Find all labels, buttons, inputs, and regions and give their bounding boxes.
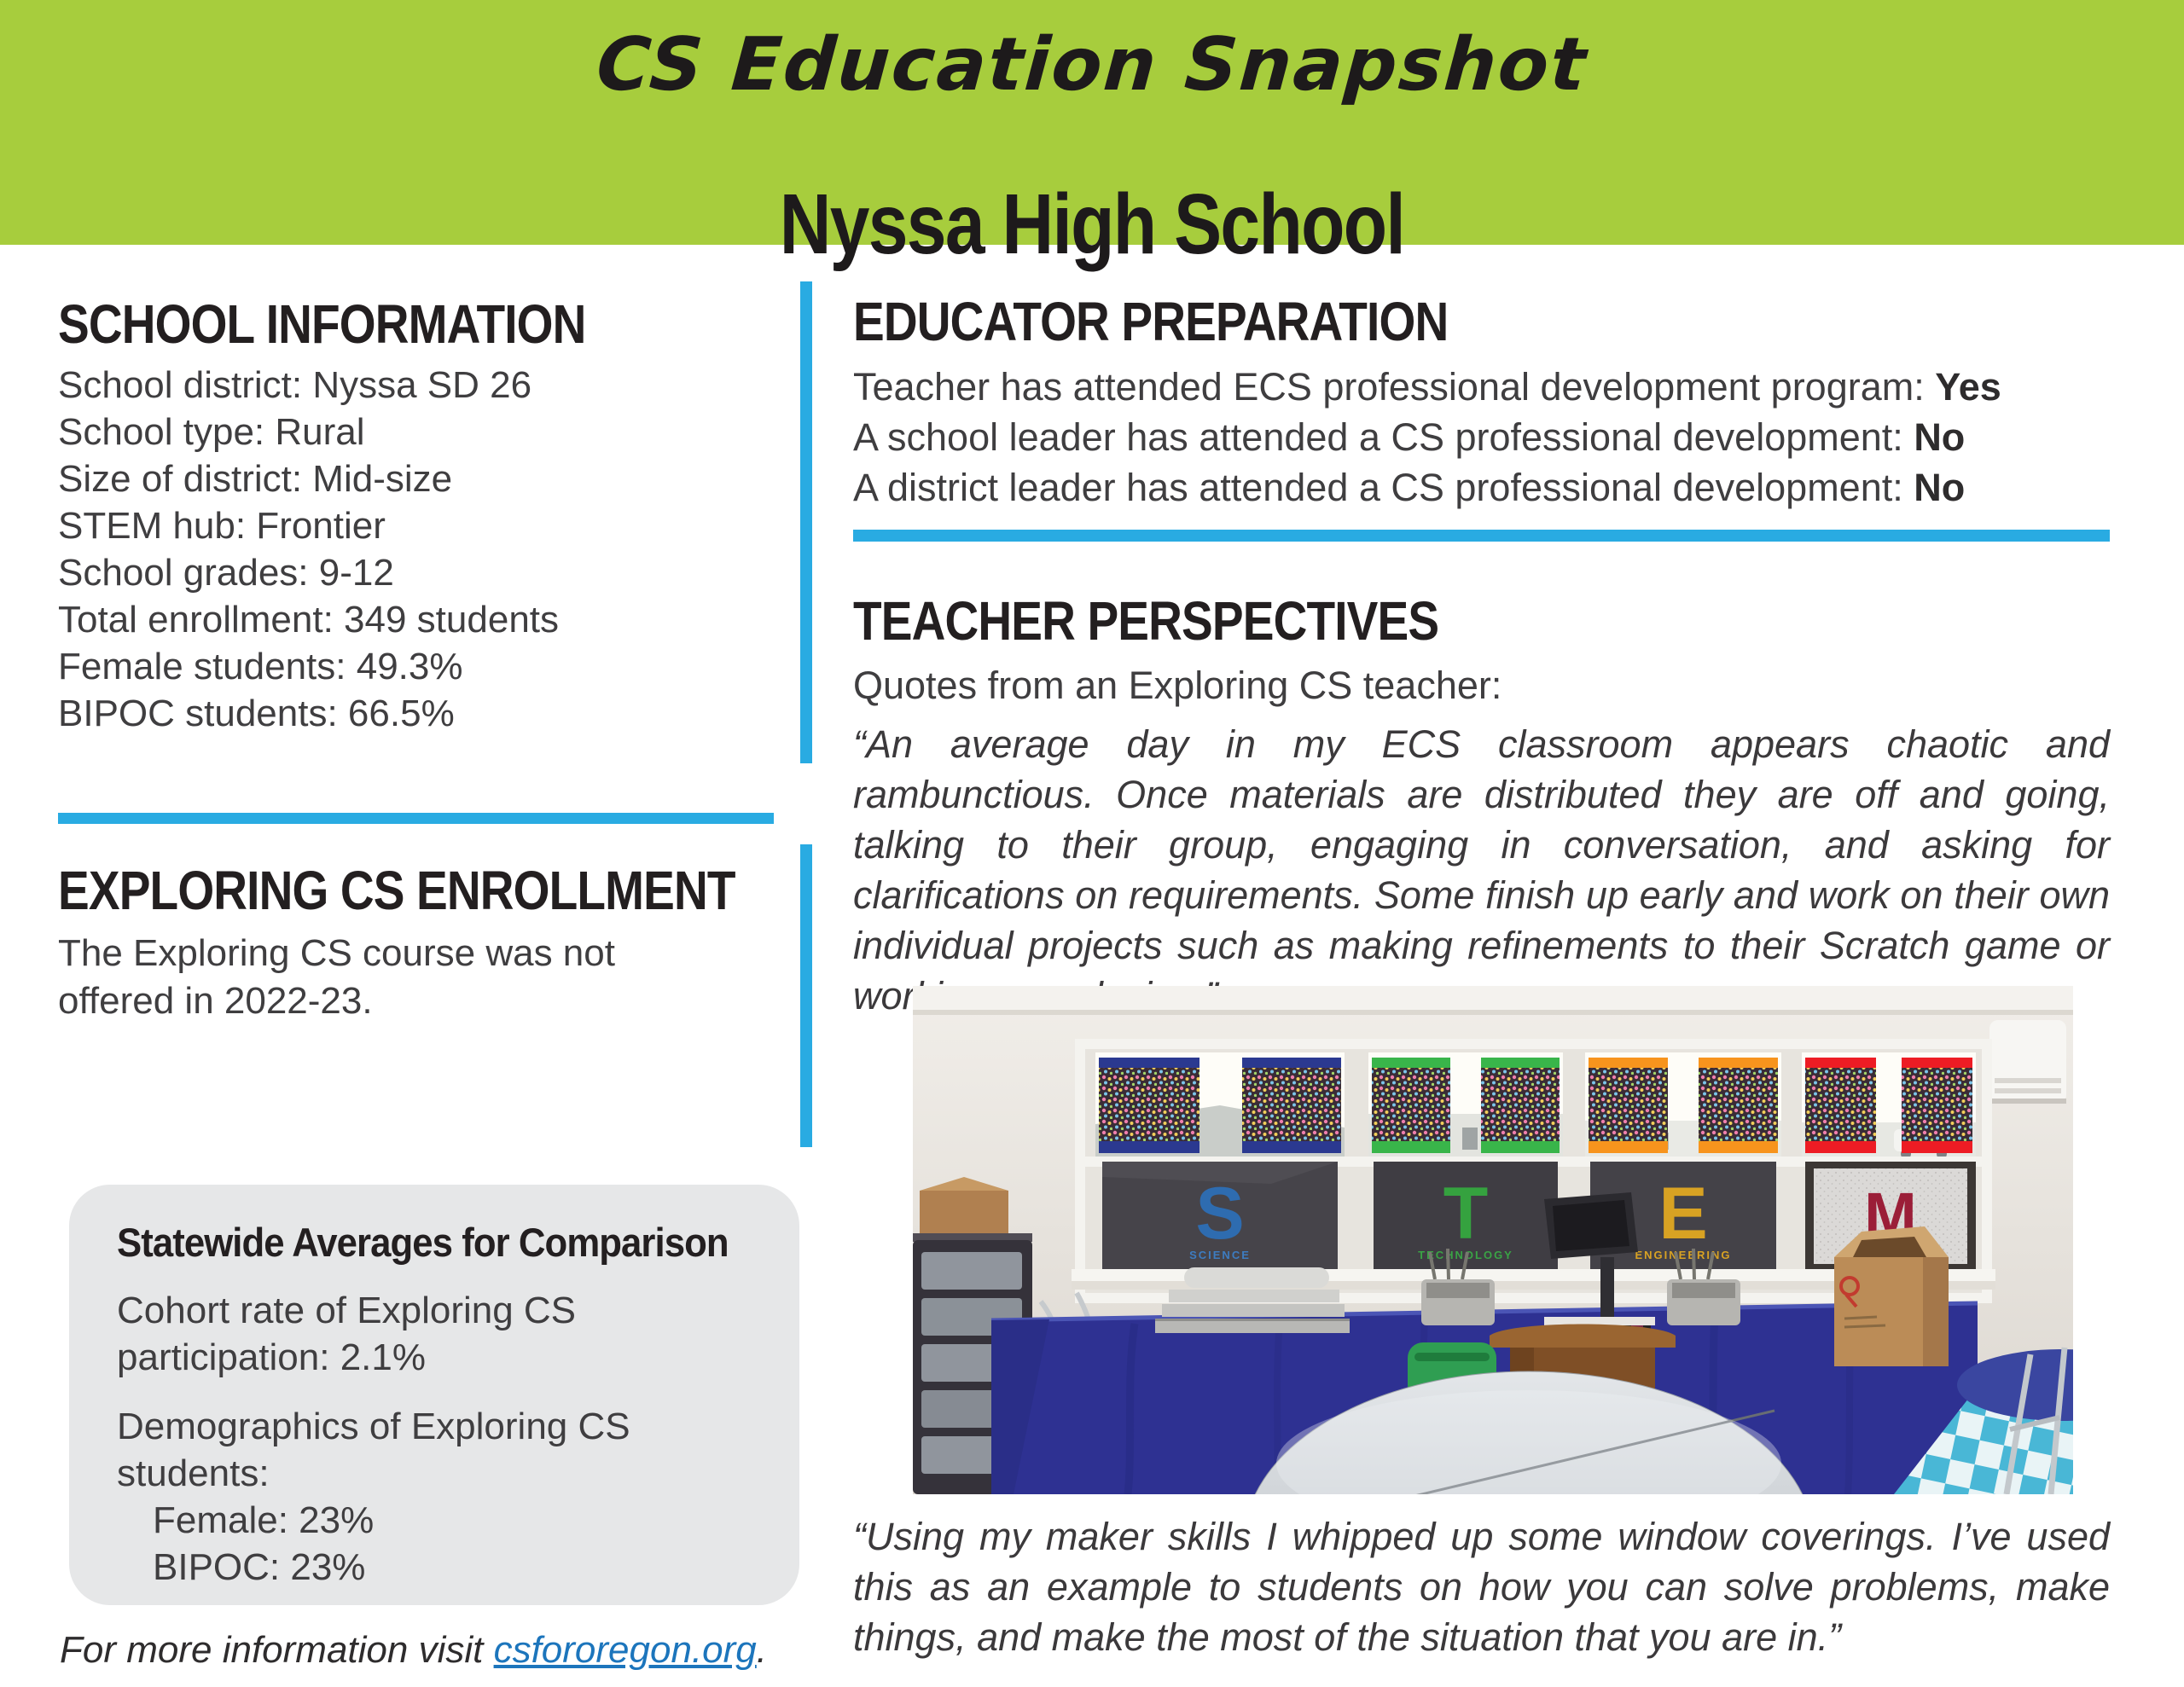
header-band: [0, 0, 2184, 245]
answer-yes: Yes: [1935, 365, 2001, 409]
demographics-line: Demographics of Exploring CS students:: [117, 1405, 630, 1494]
answer-no: No: [1914, 415, 1966, 459]
footer-link[interactable]: csfororegon.org: [493, 1629, 757, 1671]
left-section-divider: [58, 813, 774, 824]
teacher-perspectives-intro: Quotes from an Exploring CS teacher:: [853, 664, 1502, 707]
header-eyebrow: CS Education Snapshot: [594, 22, 1590, 107]
info-line: Female students: 49.3%: [58, 646, 463, 687]
educator-line: A school leader has attended a CS profes…: [853, 415, 1966, 459]
page-title: Nyssa High School: [779, 177, 1406, 272]
right-accent-bar-top: [800, 281, 812, 763]
demographic-item-female: Female: 23%: [153, 1499, 375, 1541]
stem-caption-engineering: ENGINEERING: [1635, 1249, 1731, 1261]
teacher-perspectives-heading: TEACHER PERSPECTIVES: [853, 590, 1439, 652]
exploring-cs-enrollment-heading: EXPLORING CS ENROLLMENT: [58, 860, 735, 921]
teacher-quote-1: “An average day in my ECS classroom appe…: [853, 722, 2110, 1017]
statewide-box-heading: Statewide Averages for Comparison: [117, 1220, 729, 1265]
cardboard-box: [1834, 1226, 1949, 1366]
info-line: School grades: 9-12: [58, 552, 394, 594]
stem-caption-technology: TECHNOLOGY: [1418, 1249, 1513, 1261]
school-information-heading: SCHOOL INFORMATION: [58, 293, 586, 355]
round-table: [1254, 1371, 1804, 1494]
info-line: Total enrollment: 349 students: [58, 599, 560, 641]
demographic-item-bipoc: BIPOC: 23%: [153, 1545, 366, 1588]
educator-preparation-list: Teacher has attended ECS professional de…: [853, 362, 2133, 513]
educator-preparation-heading: EDUCATOR PREPARATION: [853, 291, 1449, 352]
ac-unit: [1989, 1020, 2066, 1104]
stem-panels: S SCIENCE T TECHNOLOGY E ENGINEERING M M…: [1102, 1162, 1976, 1271]
statewide-averages-box: Statewide Averages for Comparison Cohort…: [69, 1185, 799, 1605]
floor-and-right-table: [1894, 1347, 2073, 1494]
educator-line: Teacher has attended ECS professional de…: [853, 365, 2001, 409]
window-curtains: [1099, 1058, 1972, 1153]
stem-caption-science: SCIENCE: [1189, 1249, 1251, 1261]
right-section-divider: [853, 530, 2110, 542]
footer-text: For more information visit: [60, 1629, 494, 1671]
footer-period: .: [756, 1629, 767, 1671]
info-line: School type: Rural: [58, 411, 365, 453]
exploring-cs-enrollment-text: The Exploring CS course was not offered …: [58, 932, 615, 1022]
info-line: BIPOC students: 66.5%: [58, 693, 455, 734]
stem-letter-science: S: [1195, 1173, 1244, 1255]
educator-line: A district leader has attended a CS prof…: [853, 466, 1966, 509]
classroom-photo: S SCIENCE T TECHNOLOGY E ENGINEERING M M…: [913, 986, 2073, 1494]
teacher-quote-2: “Using my maker skills I whipped up some…: [853, 1515, 2110, 1659]
right-accent-bar-bottom: [800, 844, 812, 1147]
stem-letter-engineering: E: [1658, 1173, 1707, 1255]
school-information-list: School district: Nyssa SD 26 School type…: [58, 362, 779, 737]
paper-trays: [1155, 1267, 1350, 1333]
cohort-rate-line: Cohort rate of Exploring CS participatio…: [117, 1289, 577, 1378]
info-line: School district: Nyssa SD 26: [58, 364, 532, 406]
tool-caddies: [1421, 1248, 1740, 1325]
stem-letter-technology: T: [1443, 1173, 1489, 1255]
answer-no: No: [1914, 466, 1966, 509]
info-line: STEM hub: Frontier: [58, 505, 386, 547]
info-line: Size of district: Mid-size: [58, 458, 453, 500]
footer: For more information visit csfororegon.o…: [60, 1629, 767, 1672]
